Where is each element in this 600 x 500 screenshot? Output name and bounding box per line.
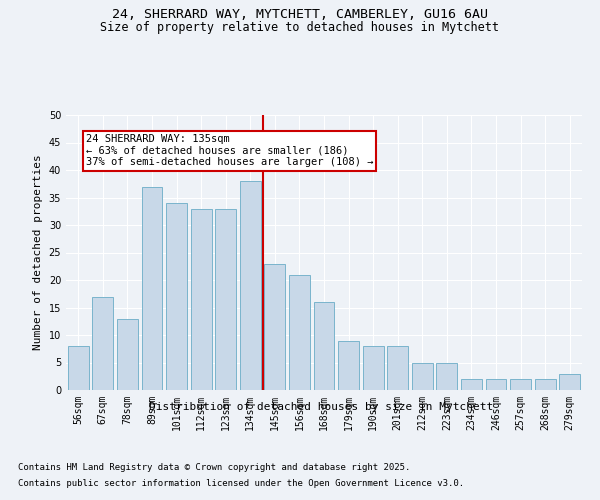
Bar xyxy=(166,203,187,390)
Bar xyxy=(387,346,408,390)
Bar xyxy=(265,264,286,390)
Text: Size of property relative to detached houses in Mytchett: Size of property relative to detached ho… xyxy=(101,22,499,35)
Text: Distribution of detached houses by size in Mytchett: Distribution of detached houses by size … xyxy=(149,402,493,412)
Bar xyxy=(559,374,580,390)
Text: 24 SHERRARD WAY: 135sqm
← 63% of detached houses are smaller (186)
37% of semi-d: 24 SHERRARD WAY: 135sqm ← 63% of detache… xyxy=(86,134,373,168)
Bar xyxy=(117,318,138,390)
Bar xyxy=(535,379,556,390)
Bar xyxy=(92,296,113,390)
Bar xyxy=(240,181,261,390)
Text: Contains HM Land Registry data © Crown copyright and database right 2025.: Contains HM Land Registry data © Crown c… xyxy=(18,464,410,472)
Bar xyxy=(289,274,310,390)
Y-axis label: Number of detached properties: Number of detached properties xyxy=(33,154,43,350)
Text: Contains public sector information licensed under the Open Government Licence v3: Contains public sector information licen… xyxy=(18,478,464,488)
Bar xyxy=(142,186,163,390)
Bar xyxy=(68,346,89,390)
Bar xyxy=(461,379,482,390)
Bar xyxy=(436,362,457,390)
Bar xyxy=(362,346,383,390)
Bar xyxy=(485,379,506,390)
Bar xyxy=(314,302,334,390)
Bar xyxy=(338,340,359,390)
Text: 24, SHERRARD WAY, MYTCHETT, CAMBERLEY, GU16 6AU: 24, SHERRARD WAY, MYTCHETT, CAMBERLEY, G… xyxy=(112,8,488,20)
Bar xyxy=(412,362,433,390)
Bar xyxy=(191,208,212,390)
Bar xyxy=(510,379,531,390)
Bar xyxy=(215,208,236,390)
